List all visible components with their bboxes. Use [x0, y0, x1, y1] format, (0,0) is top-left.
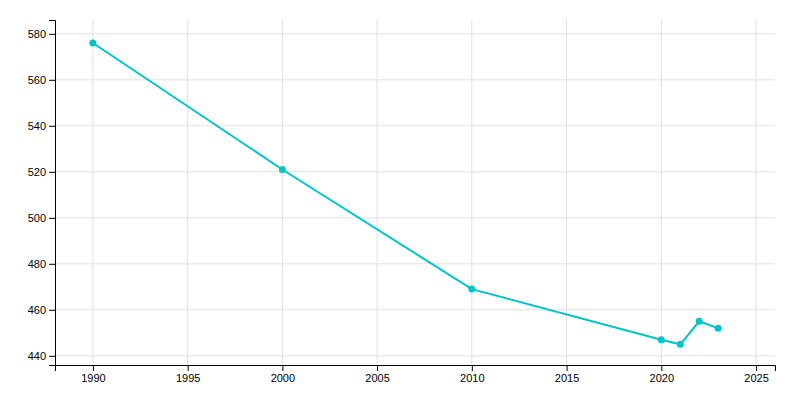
- grid-line: [55, 309, 775, 310]
- tick: 540: [28, 120, 55, 132]
- grid-line: [756, 20, 757, 365]
- tick: 2010: [460, 365, 484, 384]
- plot-area: 1990 1995 2000 2005 2010 2015 2020 2025 440 460 48…: [28, 20, 776, 384]
- tick: 440: [28, 350, 55, 362]
- tick-mark: [49, 126, 55, 127]
- tick: 2025: [744, 365, 768, 384]
- point: [658, 336, 665, 343]
- tick-label: 460: [28, 304, 46, 316]
- tick-mark: [472, 365, 473, 371]
- grid-line: [55, 79, 775, 80]
- grid-line: [55, 171, 775, 172]
- tick-mark: [756, 365, 757, 371]
- tick: 520: [28, 166, 55, 178]
- axis-line: [56, 366, 776, 372]
- tick: 500: [28, 212, 55, 224]
- tick-label: 540: [28, 120, 46, 132]
- tick-label: 2020: [650, 372, 674, 384]
- grid-line: [92, 20, 93, 365]
- tick: 1995: [176, 365, 200, 384]
- tick: 480: [28, 258, 55, 270]
- x-axis: 1990 1995 2000 2005 2010 2015 2020 2025: [56, 365, 776, 384]
- tick-label: 1990: [81, 372, 105, 384]
- tick-label: 1995: [176, 372, 200, 384]
- series: [89, 40, 721, 348]
- grid: [55, 20, 775, 365]
- tick-label: 560: [28, 74, 46, 86]
- tick: 2015: [555, 365, 579, 384]
- grid-line: [55, 217, 775, 218]
- tick-label: 2000: [271, 372, 295, 384]
- grid-line: [566, 20, 567, 365]
- grid-line: [282, 20, 283, 365]
- tick-mark: [661, 365, 662, 371]
- tick-label: 2010: [460, 372, 484, 384]
- point: [89, 40, 96, 47]
- tick-mark: [49, 172, 55, 173]
- tick: 2005: [365, 365, 389, 384]
- tick-mark: [49, 34, 55, 35]
- tick-mark: [49, 80, 55, 81]
- point: [468, 286, 475, 293]
- grid-line: [187, 20, 188, 365]
- tick: 580: [28, 28, 55, 40]
- grid-line: [55, 33, 775, 34]
- point: [696, 318, 703, 325]
- tick: 2020: [650, 365, 674, 384]
- grid-line: [55, 263, 775, 264]
- tick-mark: [49, 356, 55, 357]
- tick-mark: [49, 310, 55, 311]
- tick-label: 2005: [365, 372, 389, 384]
- y-axis: 440 460 480 500 520 540 560 580: [28, 21, 56, 366]
- tick-label: 440: [28, 350, 46, 362]
- tick-label: 2015: [555, 372, 579, 384]
- grid-line: [55, 355, 775, 356]
- grid-line: [471, 20, 472, 365]
- point: [715, 325, 722, 332]
- tick-label: 2025: [744, 372, 768, 384]
- tick-mark: [49, 218, 55, 219]
- chart: 1990 1995 2000 2005 2010 2015 2020 2025 440 460 48…: [0, 0, 800, 400]
- tick-mark: [377, 365, 378, 371]
- tick: 560: [28, 74, 55, 86]
- tick-mark: [567, 365, 568, 371]
- tick-mark: [282, 365, 283, 371]
- tick-label: 500: [28, 212, 46, 224]
- line: [93, 43, 718, 344]
- tick-label: 480: [28, 258, 46, 270]
- tick: 460: [28, 304, 55, 316]
- tick-label: 580: [28, 28, 46, 40]
- tick-mark: [188, 365, 189, 371]
- tick: 2000: [271, 365, 295, 384]
- grid-line: [55, 125, 775, 126]
- grid-line: [661, 20, 662, 365]
- point: [279, 166, 286, 173]
- tick-label: 520: [28, 166, 46, 178]
- tick: 1990: [81, 365, 105, 384]
- tick-mark: [49, 264, 55, 265]
- tick-mark: [93, 365, 94, 371]
- grid-line: [377, 20, 378, 365]
- axis-line: [49, 21, 56, 366]
- point: [677, 341, 684, 348]
